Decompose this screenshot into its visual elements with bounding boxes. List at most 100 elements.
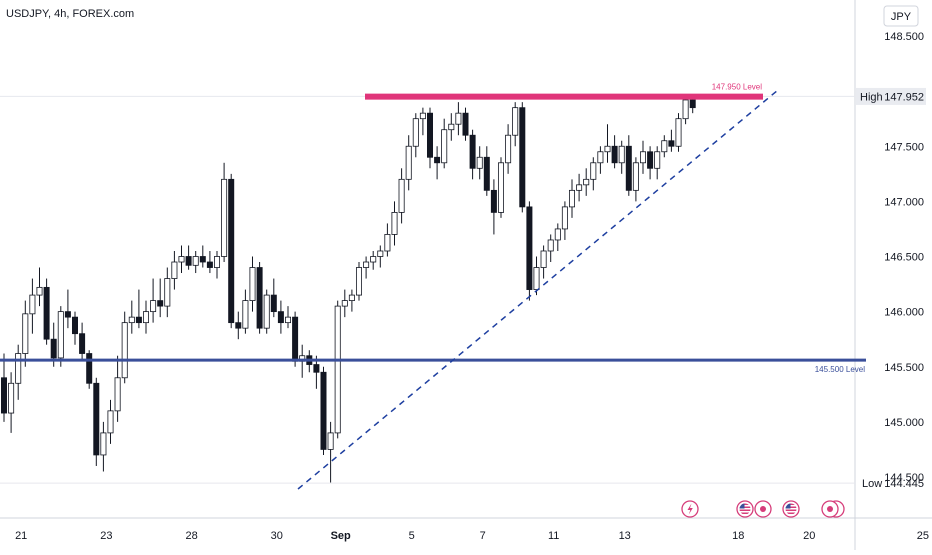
candle	[490, 189, 497, 213]
candle	[86, 353, 93, 384]
candle	[256, 267, 263, 329]
candle	[164, 278, 171, 307]
time-tick-label: 11	[548, 530, 559, 542]
ascending-trendline[interactable]	[297, 89, 779, 490]
candle	[533, 267, 540, 290]
candle	[604, 145, 611, 153]
candle	[50, 338, 57, 359]
currency-label: JPY	[891, 11, 912, 23]
resistance-level-label: 147.950 Level	[712, 83, 762, 92]
candle	[590, 162, 597, 180]
time-tick-label: 23	[100, 530, 112, 542]
low-tag-label: Low	[862, 478, 882, 490]
target-icon[interactable]	[754, 500, 772, 518]
time-tick-label: 7	[480, 530, 486, 542]
candle	[327, 432, 334, 450]
candle	[597, 151, 604, 164]
candle	[72, 316, 79, 335]
candle	[8, 382, 15, 414]
time-tick-label: 18	[732, 530, 744, 542]
candle	[363, 261, 370, 268]
price-axis[interactable]: 148.500 147.500 147.000 146.500 146.000 145.5…	[884, 31, 924, 484]
candle	[441, 129, 448, 164]
us-flag-icon[interactable]	[782, 500, 800, 518]
price-tick-label: 147.000	[884, 196, 924, 208]
candle	[150, 300, 157, 313]
candle	[206, 261, 213, 268]
time-tick-label: 20	[803, 530, 815, 542]
candle	[654, 151, 661, 169]
candle	[512, 107, 519, 136]
candle	[228, 178, 235, 324]
candle	[157, 300, 164, 307]
candle	[93, 382, 100, 456]
candle	[505, 134, 512, 164]
candle	[135, 316, 142, 324]
candle	[547, 239, 554, 252]
candle	[426, 112, 433, 158]
candle	[611, 145, 618, 164]
low-tag-value: 144.445	[884, 478, 924, 490]
candle	[114, 377, 121, 412]
price-tick-label: 147.500	[884, 141, 924, 153]
candle	[540, 250, 547, 268]
candle	[15, 353, 22, 384]
candle	[554, 228, 561, 241]
candle	[348, 294, 355, 301]
candle	[79, 333, 86, 354]
time-axis[interactable]: 21 23 28 30 Sep 5 7 11 13 18 20 25	[15, 530, 929, 542]
candle	[36, 286, 43, 296]
candle	[519, 107, 526, 208]
candle	[142, 311, 149, 324]
currency-button[interactable]: JPY	[883, 5, 919, 27]
candle	[647, 151, 654, 169]
candle	[405, 145, 412, 180]
resistance-level-bar[interactable]	[365, 93, 763, 100]
lightning-icon[interactable]	[681, 500, 699, 518]
candle	[398, 178, 405, 213]
candle	[583, 178, 590, 186]
candle	[370, 256, 377, 263]
candle	[526, 206, 533, 290]
candle	[43, 286, 50, 340]
candle	[57, 311, 64, 359]
time-tick-label: 21	[15, 530, 27, 542]
price-tick-label: 146.000	[884, 307, 924, 319]
time-tick-label: 30	[271, 530, 283, 542]
candle	[462, 112, 469, 136]
support-level-label: 145.500 Level	[815, 365, 865, 374]
time-tick-label: Sep	[331, 530, 351, 542]
candle	[341, 300, 348, 307]
price-tick-label: 144.500	[884, 472, 924, 484]
candle	[384, 234, 391, 252]
high-tag-value: 147.952	[884, 91, 924, 103]
candle	[235, 322, 242, 329]
price-tick-label: 148.500	[884, 31, 924, 43]
us-flag-icon[interactable]	[736, 500, 754, 518]
candle	[661, 140, 668, 153]
candle	[412, 118, 419, 147]
target-icon[interactable]	[821, 500, 845, 518]
candle	[355, 267, 362, 296]
candle	[377, 250, 384, 257]
candle	[476, 156, 483, 169]
candle	[625, 145, 632, 191]
high-tag-label: High	[860, 91, 883, 103]
candle	[277, 311, 284, 324]
candle	[313, 364, 320, 373]
candle	[292, 316, 299, 362]
time-tick-label: 13	[619, 530, 631, 542]
candlestick-series	[0, 96, 696, 483]
candle	[320, 371, 327, 450]
candle	[419, 112, 426, 120]
candle	[497, 162, 504, 213]
candle	[391, 211, 398, 235]
time-tick-label: 5	[409, 530, 415, 542]
candle	[263, 294, 270, 329]
candle	[689, 99, 696, 109]
candle	[64, 311, 71, 318]
candle	[185, 256, 192, 266]
price-tick-label: 145.000	[884, 417, 924, 429]
candle	[249, 267, 256, 301]
